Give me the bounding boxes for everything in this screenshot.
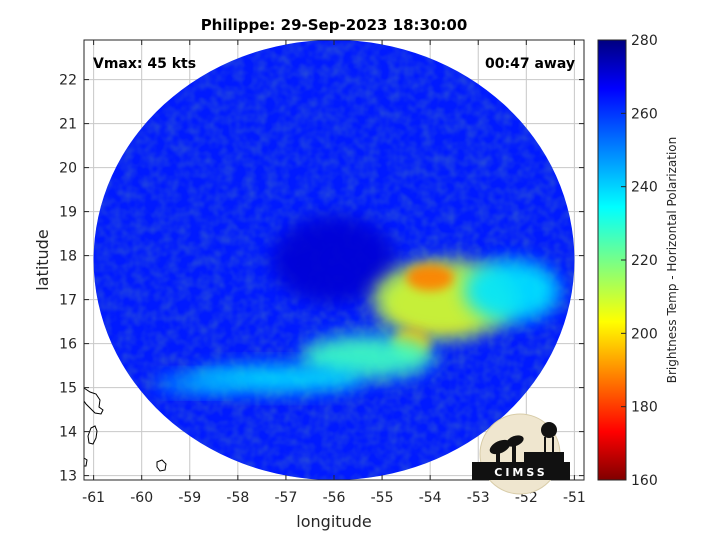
x-tick-label: -54 — [419, 490, 442, 506]
colorbar-tick-label: 240 — [631, 180, 658, 196]
feature-band-east — [463, 260, 560, 322]
x-tick-label: -51 — [563, 490, 586, 506]
time-away-annotation: 00:47 away — [485, 56, 575, 72]
y-tick-label: 15 — [59, 381, 77, 397]
y-tick-label: 19 — [59, 205, 77, 221]
swath-features — [93, 40, 575, 480]
x-tick-label: -57 — [274, 490, 297, 506]
x-tick-label: -56 — [323, 490, 346, 506]
colorbar-tick-label: 200 — [631, 326, 658, 342]
logo-bar — [472, 462, 570, 480]
y-tick-label: 17 — [59, 293, 77, 309]
x-tick-label: -60 — [130, 490, 153, 506]
y-tick-label: 18 — [59, 249, 77, 265]
y-ticks: 13 14 15 16 17 18 19 20 21 22 — [59, 73, 584, 485]
y-tick-label: 14 — [59, 425, 77, 441]
y-tick-label: 16 — [59, 337, 77, 353]
feature-band-tail — [156, 374, 243, 393]
y-tick-label: 21 — [59, 117, 77, 133]
colorbar-tick-label: 220 — [631, 253, 658, 269]
colorbar-tick-label: 260 — [631, 106, 658, 122]
x-tick-label: -53 — [467, 490, 490, 506]
coastline-island — [156, 459, 167, 472]
chart-title: Philippe: 29-Sep-2023 18:30:00 — [201, 16, 468, 34]
x-tick-label: -58 — [226, 490, 249, 506]
vmax-annotation: Vmax: 45 kts — [93, 56, 196, 72]
colorbar-tick-label: 280 — [631, 33, 658, 49]
heatmap — [93, 40, 575, 480]
colorbar-ticks: 160 180 200 220 240 260 280 — [621, 33, 658, 489]
x-tick-label: -55 — [371, 490, 394, 506]
colorbar-tick-label: 160 — [631, 473, 658, 489]
colorbar-label: Brightness Temp - Horizontal Polarizatio… — [665, 137, 679, 384]
feature-cell-north — [406, 264, 455, 291]
cimss-logo: CIMSS — [472, 413, 570, 495]
coastlines — [83, 387, 167, 472]
x-ticks: -61 -60 -59 -58 -57 -56 -55 -54 -53 -52 -51 — [82, 40, 586, 506]
x-axis-label: longitude — [296, 512, 371, 531]
coastline-island — [87, 425, 98, 445]
coastline-island — [83, 387, 104, 415]
x-tick-label: -61 — [82, 490, 105, 506]
colorbar-tick-label: 180 — [631, 400, 658, 416]
y-tick-label: 13 — [59, 469, 77, 485]
swath — [93, 40, 575, 480]
logo-building-icon — [489, 422, 564, 462]
logo-text: CIMSS — [494, 466, 547, 479]
coastline-island — [83, 457, 88, 467]
y-axis-label: latitude — [33, 229, 52, 290]
x-tick-label: -59 — [178, 490, 201, 506]
y-tick-label: 20 — [59, 161, 77, 177]
feature-eye — [271, 216, 397, 304]
feature-band-mid — [300, 334, 435, 379]
y-tick-label: 22 — [59, 73, 77, 89]
